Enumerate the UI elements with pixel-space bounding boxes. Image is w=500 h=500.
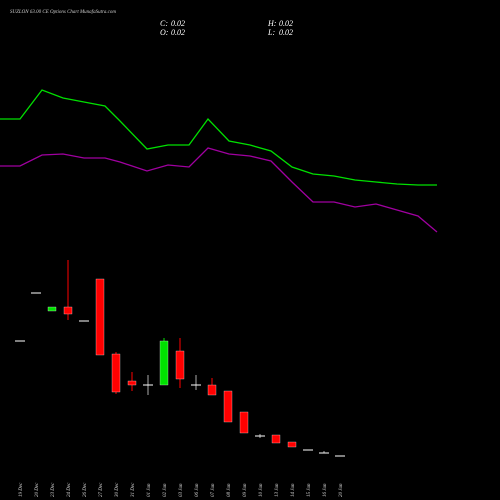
indicator-line — [0, 89, 437, 186]
x-tick-label: 31 Dec — [131, 482, 136, 497]
ohlc-label: L: — [267, 28, 275, 37]
candle-body — [287, 441, 297, 448]
x-tick-label: 02 Jan — [163, 483, 168, 497]
ohlc-value: 0.02 — [279, 19, 293, 28]
ohlc-value: 0.02 — [171, 19, 185, 28]
candle-body — [223, 390, 233, 423]
chart-title: SUZLON 63.00 CE Options Chart MunafaSutr… — [10, 10, 116, 15]
x-tick-label: 07 Jan — [211, 483, 216, 497]
x-tick-label: 30 Dec — [115, 482, 120, 497]
ohlc-value: 0.02 — [171, 28, 185, 37]
indicator-line — [0, 147, 438, 233]
ohlc-label: O: — [160, 28, 169, 37]
candle-body — [159, 340, 169, 386]
x-tick-label: 03 Jan — [179, 483, 184, 497]
x-tick-label: 10 Jan — [259, 483, 264, 497]
x-tick-label: 15 Jan — [307, 483, 312, 497]
x-tick-label: 20 Dec — [35, 482, 40, 497]
x-tick-label: 26 Dec — [83, 482, 88, 497]
x-tick-label: 16 Jan — [323, 483, 328, 497]
candle-body — [175, 350, 185, 380]
candle-body — [95, 278, 105, 356]
x-tick-label: 14 Jan — [291, 483, 296, 497]
ohlc-label: H: — [267, 19, 277, 28]
x-tick-label: 27 Dec — [99, 482, 104, 497]
candle-body — [47, 306, 57, 312]
candle-body — [111, 353, 121, 393]
x-tick-label: 23 Dec — [51, 482, 56, 497]
x-tick-label: 09 Jan — [243, 483, 248, 497]
x-tick-label: 20 Jan — [339, 483, 344, 497]
x-tick-label: 13 Jan — [275, 483, 280, 497]
x-tick-label: 24 Dec — [67, 482, 72, 497]
ohlc-label: C: — [160, 19, 168, 28]
candle-body — [271, 434, 281, 444]
x-tick-label: 06 Jan — [195, 483, 200, 497]
candle-body — [63, 306, 73, 315]
candle-body — [207, 384, 217, 396]
candle-body — [239, 411, 249, 434]
x-tick-label: 19 Dec — [19, 482, 24, 497]
x-tick-label: 01 Jan — [147, 483, 152, 497]
x-tick-label: 08 Jan — [227, 483, 232, 497]
candle-body — [127, 380, 137, 386]
ohlc-value: 0.02 — [279, 28, 293, 37]
